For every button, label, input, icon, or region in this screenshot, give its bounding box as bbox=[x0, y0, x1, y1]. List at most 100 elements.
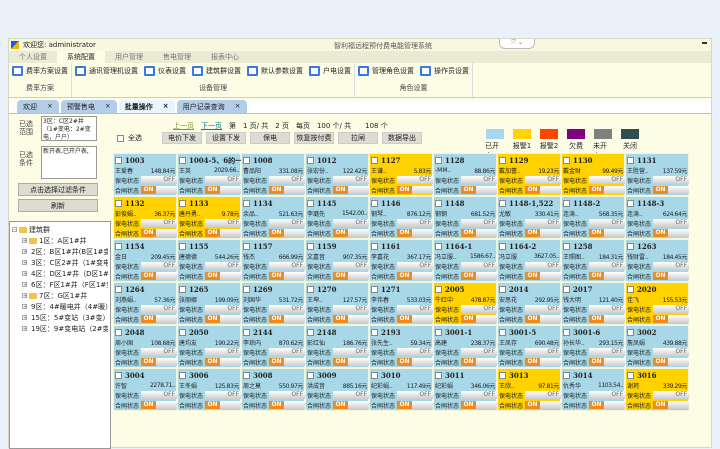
meter-cell[interactable]: 3011 纪彩娟 346.06元 保电状态 OFF 合闸状态 ON bbox=[433, 368, 498, 411]
ribbon-button[interactable]: 通讯管理机设置 bbox=[75, 66, 138, 76]
protect-toggle[interactable]: OFF bbox=[141, 305, 178, 313]
doc-tab[interactable]: 批量操作 × bbox=[118, 100, 175, 113]
switch-toggle[interactable]: ON bbox=[205, 186, 242, 194]
meter-cell[interactable]: 2144 李琼内 870.62元 保电状态 OFF 合闸状态 ON bbox=[241, 325, 306, 368]
protect-toggle[interactable]: OFF bbox=[269, 305, 306, 313]
protect-toggle[interactable]: OFF bbox=[461, 262, 498, 270]
switch-toggle[interactable]: ON bbox=[205, 315, 242, 323]
protect-toggle[interactable]: OFF bbox=[205, 262, 242, 270]
switch-toggle[interactable]: ON bbox=[397, 186, 434, 194]
ribbon-button[interactable]: 仪表设置 bbox=[144, 66, 186, 76]
cell-checkbox[interactable] bbox=[435, 329, 442, 336]
minimize-icon[interactable] bbox=[702, 42, 707, 44]
next-page-link[interactable]: 下一页 bbox=[201, 122, 222, 130]
switch-toggle[interactable]: ON bbox=[141, 358, 178, 366]
close-tab-icon[interactable]: × bbox=[234, 102, 241, 110]
cell-checkbox[interactable] bbox=[435, 200, 442, 207]
cell-checkbox[interactable] bbox=[371, 243, 378, 250]
tree-root[interactable]: − 建筑群 bbox=[12, 224, 108, 235]
meter-cell[interactable]: 1264 刘燕娟.. 57.36元 保电状态 OFF 合闸状态 ON bbox=[113, 282, 178, 325]
meter-cell[interactable]: 1148-3 连涛.. 624.64元 保电状态 OFF 合闸状态 ON bbox=[625, 196, 690, 239]
protect-toggle[interactable]: OFF bbox=[461, 219, 498, 227]
cell-checkbox[interactable] bbox=[435, 243, 442, 250]
meter-cell[interactable]: 1164-2 冯立服 3627.05.. 保电状态 OFF 合闸状态 ON bbox=[497, 239, 562, 282]
cell-checkbox[interactable] bbox=[307, 329, 314, 336]
cell-checkbox[interactable] bbox=[179, 200, 186, 207]
cell-checkbox[interactable] bbox=[499, 286, 506, 293]
switch-toggle[interactable]: ON bbox=[141, 401, 178, 409]
switch-toggle[interactable]: ON bbox=[333, 272, 370, 280]
cell-checkbox[interactable] bbox=[371, 372, 378, 379]
meter-cell[interactable]: 3010 纪彩娟.. 117.49元 保电状态 OFF 合闸状态 ON bbox=[369, 368, 434, 411]
protect-toggle[interactable]: OFF bbox=[653, 262, 690, 270]
doc-tab[interactable]: 用户记录查询 × bbox=[176, 100, 247, 113]
meter-cell[interactable]: 1258 王照图.. 184.31元 保电状态 OFF 合闸状态 ON bbox=[561, 239, 626, 282]
protect-toggle[interactable]: OFF bbox=[461, 348, 498, 356]
cell-checkbox[interactable] bbox=[115, 157, 122, 164]
cell-checkbox[interactable] bbox=[179, 372, 186, 379]
switch-toggle[interactable]: ON bbox=[333, 401, 370, 409]
cell-checkbox[interactable] bbox=[179, 286, 186, 293]
cell-checkbox[interactable] bbox=[179, 329, 186, 336]
protect-toggle[interactable]: OFF bbox=[205, 176, 242, 184]
switch-toggle[interactable]: ON bbox=[205, 272, 242, 280]
meter-cell[interactable]: 3009 洪成音 885.16元 保电状态 OFF 合闸状态 ON bbox=[305, 368, 370, 411]
protect-toggle[interactable]: OFF bbox=[589, 305, 626, 313]
condition-textarea[interactable]: 新开表,已开户表, bbox=[41, 146, 97, 179]
meter-cell[interactable]: 1128 -MM.. 88.86元 保电状态 OFF 合闸状态 ON bbox=[433, 153, 498, 196]
doc-tab[interactable]: 欢迎 × bbox=[17, 100, 59, 113]
menu-tab[interactable]: 系统配置 bbox=[57, 51, 105, 63]
meter-cell[interactable]: 1157 钱杰 666.99元 保电状态 OFF 合闸状态 ON bbox=[241, 239, 306, 282]
tree-node[interactable]: +19区：9#变电站（2#变） bbox=[12, 323, 108, 334]
protect-toggle[interactable]: OFF bbox=[461, 176, 498, 184]
meter-cell[interactable]: 1159 文嘉音 907.35元 保电状态 OFF 合闸状态 ON bbox=[305, 239, 370, 282]
cell-checkbox[interactable] bbox=[307, 372, 314, 379]
meter-cell[interactable]: 2020 佳飞 155.53元 保电状态 OFF 合闸状态 ON bbox=[625, 282, 690, 325]
protect-toggle[interactable]: OFF bbox=[397, 391, 434, 399]
meter-cell[interactable]: 1269 刘国华 531.72元 保电状态 OFF 合闸状态 ON bbox=[241, 282, 306, 325]
tree-node[interactable]: +4区：D区1#井（D区1#变） bbox=[12, 268, 108, 279]
switch-toggle[interactable]: ON bbox=[525, 358, 562, 366]
meter-cell[interactable]: 1146 钢琴.. 876.12元 保电状态 OFF 合闸状态 ON bbox=[369, 196, 434, 239]
cell-checkbox[interactable] bbox=[435, 157, 442, 164]
protect-toggle[interactable]: OFF bbox=[525, 305, 562, 313]
cell-checkbox[interactable] bbox=[627, 286, 634, 293]
ribbon-button[interactable]: 操作员设置 bbox=[420, 66, 469, 76]
switch-toggle[interactable]: ON bbox=[333, 186, 370, 194]
protect-toggle[interactable]: OFF bbox=[269, 176, 306, 184]
switch-toggle[interactable]: ON bbox=[333, 315, 370, 323]
expand-icon[interactable]: + bbox=[22, 260, 28, 266]
meter-cell[interactable]: 1164-1 冯立服.. 1586.67.. 保电状态 OFF 合闸状态 ON bbox=[433, 239, 498, 282]
cell-checkbox[interactable] bbox=[115, 372, 122, 379]
switch-toggle[interactable]: ON bbox=[653, 272, 690, 280]
close-tab-icon[interactable]: × bbox=[162, 102, 169, 110]
protect-toggle[interactable]: OFF bbox=[461, 305, 498, 313]
switch-toggle[interactable]: ON bbox=[333, 229, 370, 237]
cell-checkbox[interactable] bbox=[179, 157, 186, 164]
cell-checkbox[interactable] bbox=[499, 329, 506, 336]
meter-cell[interactable]: 1133 唐丹勇.. 9.78元 保电状态 OFF 合闸状态 ON bbox=[177, 196, 242, 239]
close-tab-icon[interactable]: × bbox=[47, 102, 53, 110]
meter-cell[interactable]: 3016 谢珂 339.29元 保电状态 OFF 合闸状态 ON bbox=[625, 368, 690, 411]
switch-toggle[interactable]: ON bbox=[525, 229, 562, 237]
meter-cell[interactable]: 1148-1,522 尤敏 330.41元 保电状态 OFF 合闸状态 ON bbox=[497, 196, 562, 239]
protect-toggle[interactable]: OFF bbox=[525, 262, 562, 270]
toolbar-button[interactable]: 电价下发 bbox=[162, 132, 202, 144]
ribbon-button[interactable]: 费率方案设置 bbox=[12, 66, 68, 76]
cell-checkbox[interactable] bbox=[563, 157, 570, 164]
protect-toggle[interactable]: OFF bbox=[141, 219, 178, 227]
switch-toggle[interactable]: ON bbox=[653, 358, 690, 366]
switch-toggle[interactable]: ON bbox=[589, 358, 626, 366]
cell-checkbox[interactable] bbox=[371, 157, 378, 164]
protect-toggle[interactable]: OFF bbox=[397, 219, 434, 227]
meter-cell[interactable]: 2005 牛红中 478.87元 保电状态 OFF 合闸状态 ON bbox=[433, 282, 498, 325]
switch-toggle[interactable]: ON bbox=[589, 315, 626, 323]
switch-toggle[interactable]: ON bbox=[461, 401, 498, 409]
cell-checkbox[interactable] bbox=[243, 286, 250, 293]
meter-cell[interactable]: 1148 钢钢 681.52元 保电状态 OFF 合闸状态 ON bbox=[433, 196, 498, 239]
collapse-icon[interactable]: − bbox=[12, 227, 18, 233]
protect-toggle[interactable]: OFF bbox=[205, 305, 242, 313]
switch-toggle[interactable]: ON bbox=[205, 401, 242, 409]
meter-cell[interactable]: 1155 唐德德 544.26元 保电状态 OFF 合闸状态 ON bbox=[177, 239, 242, 282]
meter-cell[interactable]: 2048 周小国 108.68元 保电状态 OFF 合闸状态 ON bbox=[113, 325, 178, 368]
